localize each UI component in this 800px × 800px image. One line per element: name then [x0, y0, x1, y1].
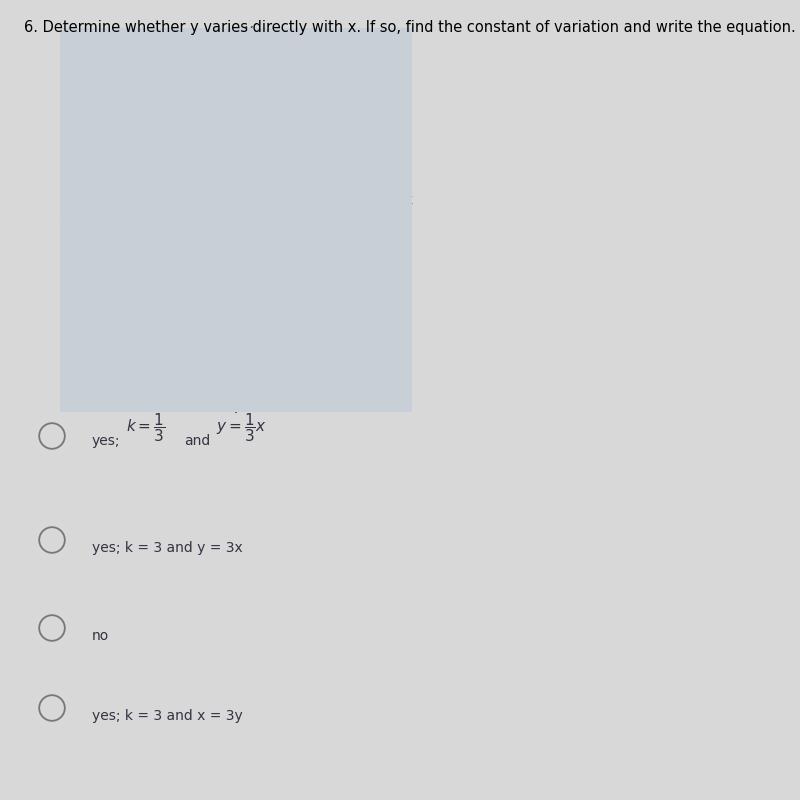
Text: no: no — [92, 629, 110, 643]
Text: $k = \dfrac{1}{3}$: $k = \dfrac{1}{3}$ — [126, 412, 166, 444]
Text: y: y — [245, 23, 253, 38]
Text: and: and — [184, 434, 210, 448]
Text: x: x — [405, 193, 413, 207]
Text: yes;: yes; — [92, 434, 121, 448]
Text: yes; k = 3 and x = 3y: yes; k = 3 and x = 3y — [92, 709, 242, 723]
Text: yes; k = 3 and y = 3x: yes; k = 3 and y = 3x — [92, 541, 242, 555]
Text: 6. Determine whether y varies directly with x. If so, find the constant of varia: 6. Determine whether y varies directly w… — [24, 20, 796, 35]
Text: $y = \dfrac{1}{3}x$: $y = \dfrac{1}{3}x$ — [216, 412, 267, 444]
